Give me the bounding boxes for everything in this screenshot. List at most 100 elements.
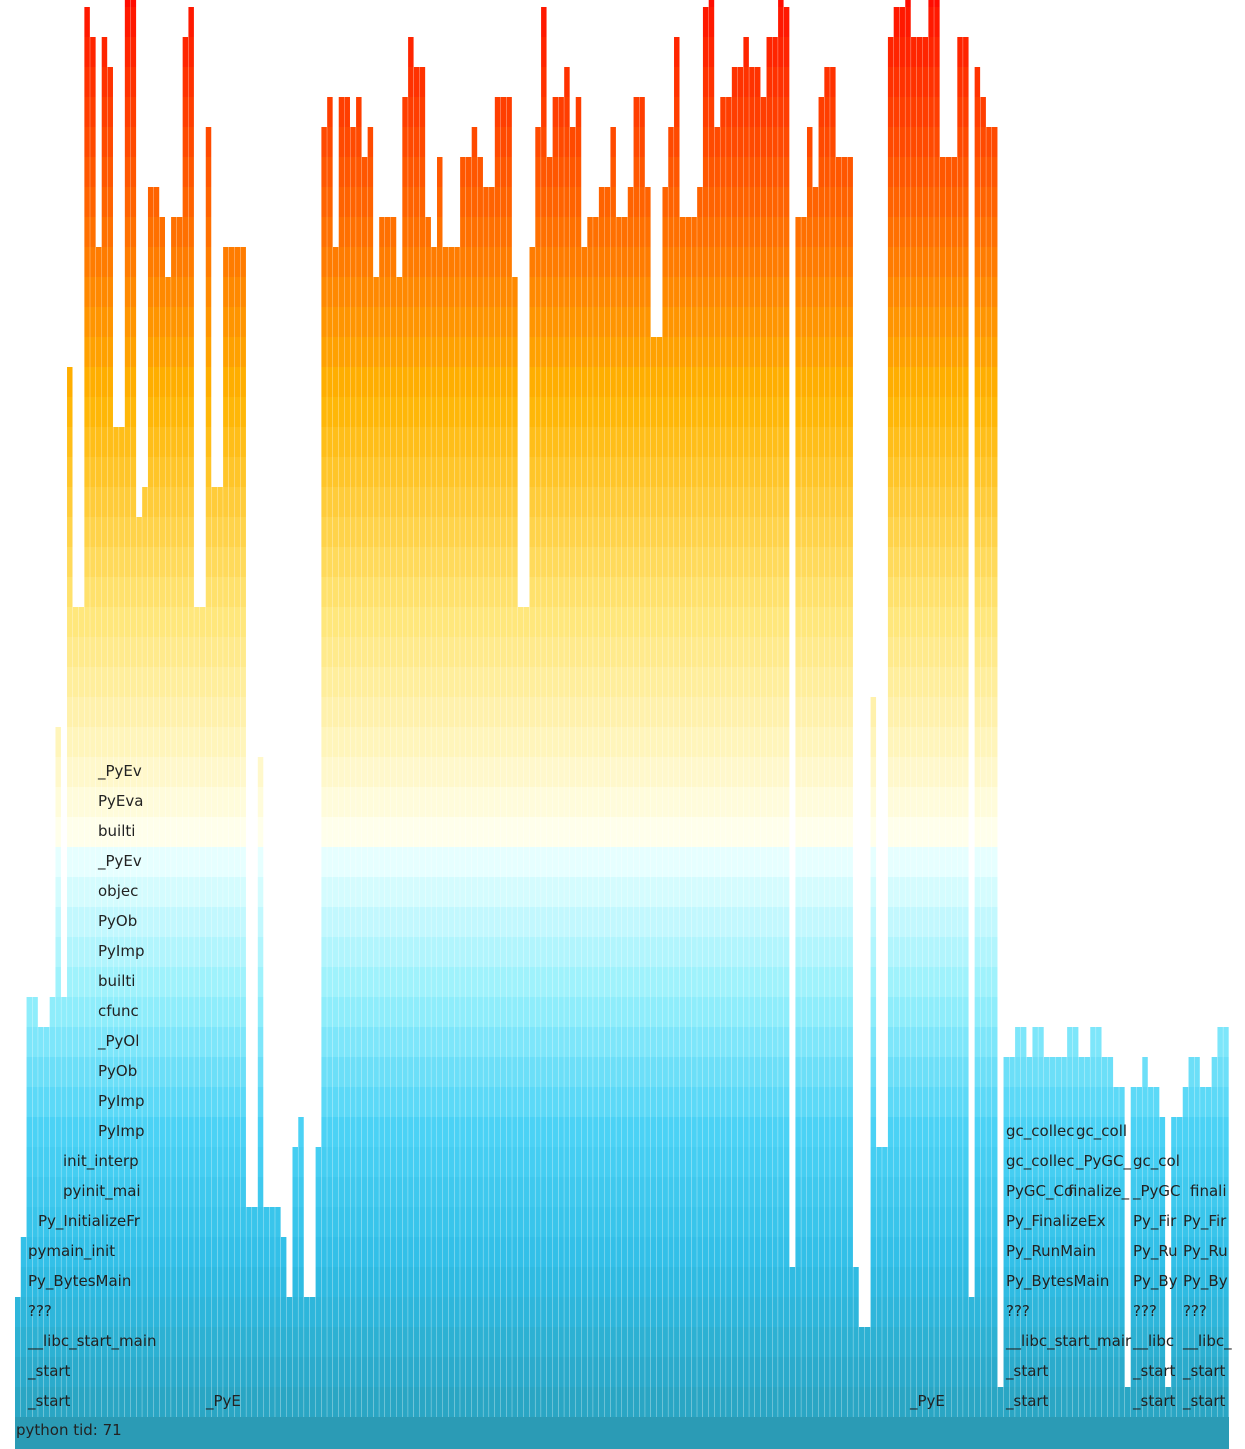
- frame-r18-c120[interactable]: [708, 877, 715, 907]
- frame-r28-c90[interactable]: [535, 577, 541, 607]
- frame-r4-c11[interactable]: [78, 1297, 85, 1327]
- frame-r18-c137[interactable]: [806, 877, 813, 907]
- frame-r8-c129[interactable]: [760, 1177, 767, 1207]
- frame-r28-c119[interactable]: [702, 577, 709, 607]
- frame-r42-c73[interactable]: [437, 157, 443, 187]
- frame-r4-c28[interactable]: [176, 1297, 183, 1327]
- frame-r40-c104[interactable]: [616, 217, 622, 247]
- frame-r2-c37[interactable]: [228, 1357, 235, 1387]
- frame-r2-c13[interactable]: [90, 1357, 96, 1387]
- frame-r2-c34[interactable]: [211, 1357, 218, 1387]
- frame-r2-c39[interactable]: [240, 1357, 246, 1387]
- frame-r37-c109[interactable]: [645, 307, 651, 337]
- frame-r14-c132[interactable]: [778, 997, 784, 1027]
- frame-r29-c120[interactable]: [708, 547, 715, 577]
- frame-r29-c38[interactable]: [234, 547, 241, 577]
- frame-r29-c99[interactable]: [587, 547, 593, 577]
- frame-r2-c41[interactable]: [252, 1357, 258, 1387]
- frame-r44-c16[interactable]: [107, 97, 113, 127]
- frame-r7-c123[interactable]: [726, 1207, 732, 1237]
- frame-r41-c20[interactable]: [130, 187, 137, 217]
- frame-r28-c28[interactable]: [176, 577, 183, 607]
- frame-r3-c44[interactable]: [269, 1327, 275, 1357]
- frame-r12-c63[interactable]: [379, 1057, 385, 1087]
- frame-r23-c100[interactable]: [593, 727, 599, 757]
- frame-r31-c38[interactable]: [234, 487, 241, 517]
- frame-r31-c53[interactable]: [321, 487, 327, 517]
- frame-r33-c82[interactable]: [489, 427, 495, 457]
- frame-r21-c13[interactable]: [90, 787, 96, 817]
- frame-r18-c25[interactable]: [159, 877, 165, 907]
- frame-r5-c78[interactable]: [465, 1267, 472, 1297]
- frame-r20-c39[interactable]: [240, 817, 246, 847]
- frame-r25-c75[interactable]: [448, 667, 455, 697]
- frame-r20-c113[interactable]: [668, 817, 674, 847]
- frame-r39-c116[interactable]: [685, 247, 692, 277]
- frame-r26-c60[interactable]: [361, 637, 368, 667]
- frame-r25-c66[interactable]: [396, 667, 403, 697]
- frame-r32-c114[interactable]: [674, 457, 680, 487]
- frame-r7-c122[interactable]: [720, 1207, 726, 1237]
- frame-r24-c35[interactable]: [217, 697, 223, 727]
- frame-r7-c26[interactable]: [165, 1207, 171, 1237]
- frame-r30-c81[interactable]: [483, 517, 489, 547]
- frame-r42-c127[interactable]: [749, 157, 755, 187]
- frame-r17-c86[interactable]: [512, 907, 518, 937]
- frame-r8-c37[interactable]: [228, 1177, 235, 1207]
- frame-r1-c107[interactable]: [633, 1387, 640, 1417]
- frame-r26-c105[interactable]: [622, 637, 628, 667]
- frame-r8-c5[interactable]: [43, 1177, 50, 1207]
- frame-r9-c42[interactable]: [257, 1147, 264, 1177]
- frame-r18-c58[interactable]: [350, 877, 356, 907]
- frame-r18-c57[interactable]: [344, 877, 350, 907]
- frame-r4-c17[interactable]: [113, 1297, 119, 1327]
- frame-r30-c127[interactable]: [749, 517, 755, 547]
- frame-r27-c82[interactable]: [489, 607, 495, 637]
- frame-r21-c21[interactable]: [136, 787, 142, 817]
- frame-r24-c28[interactable]: [176, 697, 183, 727]
- frame-r20-c136[interactable]: [801, 817, 807, 847]
- frame-r29-c68[interactable]: [408, 547, 414, 577]
- frame-r1-c16[interactable]: [107, 1387, 113, 1417]
- frame-r13-c71[interactable]: [425, 1027, 431, 1057]
- frame-r15-c113[interactable]: [668, 967, 674, 997]
- frame-r3-c131[interactable]: [772, 1327, 778, 1357]
- frame-r13-c3[interactable]: [32, 1027, 38, 1057]
- frame-r30-c25[interactable]: [159, 517, 165, 547]
- frame-r10-c129[interactable]: [760, 1117, 767, 1147]
- frame-r41-c128[interactable]: [754, 187, 761, 217]
- frame-r2-c108[interactable]: [639, 1357, 645, 1387]
- frame-r21-c100[interactable]: [593, 787, 599, 817]
- frame-r15-c103[interactable]: [610, 967, 616, 997]
- frame-r12-c108[interactable]: [639, 1057, 645, 1087]
- frame-r26-c53[interactable]: [321, 637, 327, 667]
- frame-r23-c73[interactable]: [437, 727, 443, 757]
- frame-r16-c11[interactable]: [78, 937, 85, 967]
- frame-r16-c34[interactable]: [211, 937, 218, 967]
- frame-r38-c26[interactable]: [165, 277, 171, 307]
- frame-r3-c111[interactable]: [656, 1327, 663, 1357]
- frame-r2-c137[interactable]: [806, 1357, 813, 1387]
- frame-r25-c91[interactable]: [541, 667, 547, 697]
- frame-r42-c90[interactable]: [535, 157, 541, 187]
- frame-r5-c89[interactable]: [529, 1267, 535, 1297]
- frame-r36-c36[interactable]: [223, 337, 229, 367]
- frame-r8-c138[interactable]: [812, 1177, 819, 1207]
- frame-r24-c123[interactable]: [726, 697, 732, 727]
- frame-r5-c67[interactable]: [402, 1267, 408, 1297]
- frame-r38-c37[interactable]: [228, 277, 235, 307]
- frame-r12-c130[interactable]: [766, 1057, 772, 1087]
- frame-r14-c9[interactable]: [67, 997, 73, 1027]
- frame-r1-c101[interactable]: [598, 1387, 605, 1417]
- frame-r39-c82[interactable]: [489, 247, 495, 277]
- frame-r45-c125[interactable]: [737, 67, 744, 97]
- frame-r31-c109[interactable]: [645, 487, 651, 517]
- frame-r33-c23[interactable]: [147, 427, 154, 457]
- frame-r32-c33[interactable]: [205, 457, 212, 487]
- frame-r29-c23[interactable]: [147, 547, 154, 577]
- frame-r44-c130[interactable]: [766, 97, 772, 127]
- frame-r6-c76[interactable]: [454, 1237, 460, 1267]
- frame-r27-c32[interactable]: [199, 607, 206, 637]
- frame-r38-c20[interactable]: [130, 277, 137, 307]
- frame-r6-c113[interactable]: [668, 1237, 674, 1267]
